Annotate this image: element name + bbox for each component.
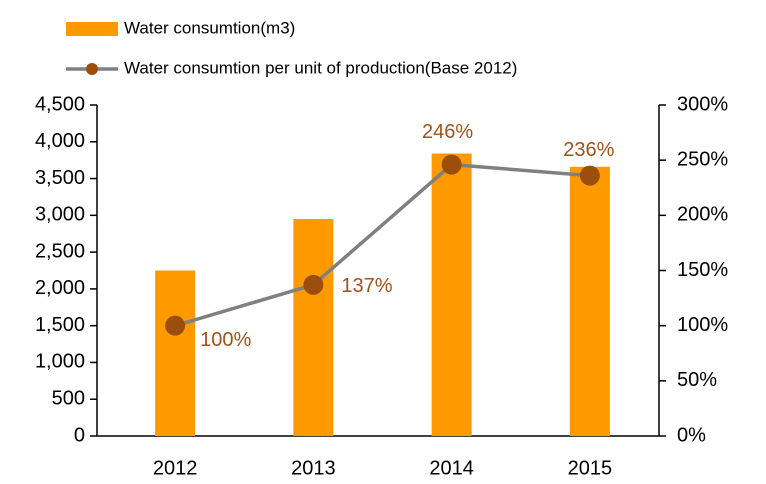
bar bbox=[569, 166, 610, 436]
marker bbox=[165, 315, 186, 336]
x-tick-label: 2013 bbox=[291, 457, 336, 479]
x-tick-label: 2014 bbox=[429, 457, 474, 479]
bar bbox=[293, 219, 334, 436]
legend-swatch bbox=[66, 22, 118, 36]
y-tick-label: 2,500 bbox=[35, 240, 85, 262]
y2-tick-label: 100% bbox=[677, 314, 728, 336]
y-tick-label: 4,000 bbox=[35, 130, 85, 152]
y2-tick-label: 150% bbox=[677, 259, 728, 281]
y-tick-label: 1,000 bbox=[35, 351, 85, 373]
y2-tick-label: 200% bbox=[677, 204, 728, 226]
y2-tick-label: 250% bbox=[677, 148, 728, 170]
y2-tick-label: 300% bbox=[677, 93, 728, 115]
y2-tick-label: 0% bbox=[677, 424, 706, 446]
bar bbox=[155, 270, 196, 436]
data-label: 137% bbox=[341, 275, 392, 297]
line bbox=[174, 162, 591, 328]
y-tick-label: 2,000 bbox=[35, 277, 85, 299]
y-tick-label: 500 bbox=[52, 388, 85, 410]
y-tick-label: 1,500 bbox=[35, 314, 85, 336]
data-label: 100% bbox=[200, 329, 251, 351]
marker bbox=[441, 154, 462, 175]
marker bbox=[303, 274, 324, 295]
legend-marker bbox=[86, 63, 98, 75]
legend-label: Water consumtion per unit of production(… bbox=[124, 58, 517, 77]
x-tick-label: 2012 bbox=[153, 457, 198, 479]
y2-tick-label: 50% bbox=[677, 369, 717, 391]
bar bbox=[431, 153, 472, 436]
x-tick-label: 2015 bbox=[568, 457, 613, 479]
marker bbox=[579, 165, 600, 186]
legend-label: Water consumtion(m3) bbox=[124, 18, 295, 37]
y-tick-label: 0 bbox=[74, 424, 85, 446]
y-tick-label: 4,500 bbox=[35, 93, 85, 115]
data-label: 236% bbox=[563, 139, 614, 161]
y-tick-label: 3,500 bbox=[35, 167, 85, 189]
y-tick-label: 3,000 bbox=[35, 204, 85, 226]
data-label: 246% bbox=[422, 121, 473, 143]
